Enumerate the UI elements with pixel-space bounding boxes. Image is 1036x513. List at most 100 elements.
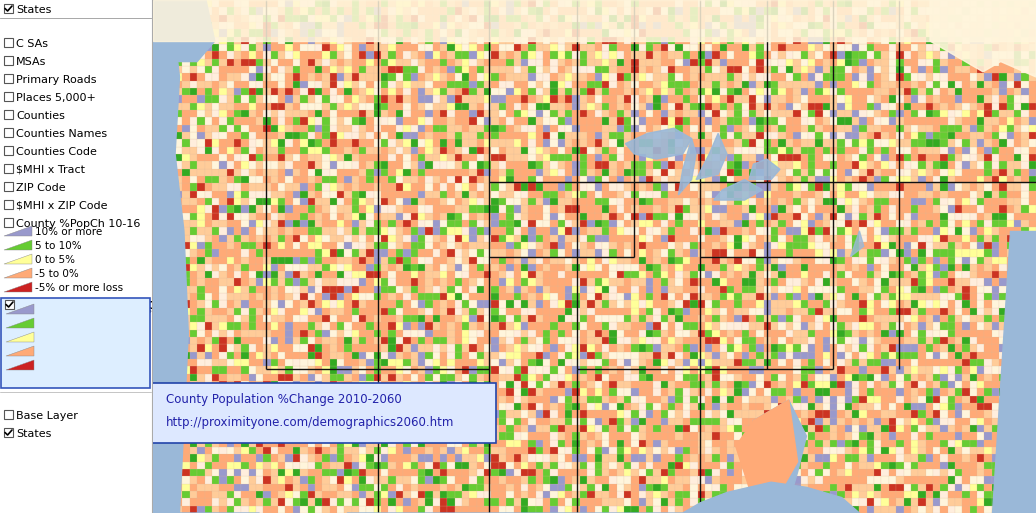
Bar xyxy=(837,220,844,227)
Bar xyxy=(697,323,704,330)
Bar xyxy=(852,132,860,139)
Bar xyxy=(616,388,624,396)
Bar xyxy=(727,147,735,154)
Bar xyxy=(735,396,742,403)
Bar xyxy=(550,432,557,440)
Bar xyxy=(1029,381,1036,388)
Bar xyxy=(381,242,388,249)
Bar xyxy=(587,374,595,381)
Bar xyxy=(801,58,808,66)
Bar xyxy=(344,286,351,293)
Bar xyxy=(638,183,646,190)
Bar xyxy=(204,15,212,22)
Bar xyxy=(204,271,212,279)
Bar xyxy=(507,498,514,506)
Bar xyxy=(661,359,668,366)
Bar xyxy=(837,344,844,352)
Bar xyxy=(860,234,867,242)
Bar xyxy=(704,132,712,139)
Bar xyxy=(550,410,557,418)
Bar xyxy=(786,249,794,256)
Bar xyxy=(557,147,565,154)
Bar xyxy=(889,220,896,227)
Bar xyxy=(381,139,388,147)
Bar xyxy=(329,249,337,256)
Bar xyxy=(918,29,925,36)
Bar xyxy=(351,0,359,7)
Bar xyxy=(263,88,270,95)
Bar xyxy=(212,58,220,66)
Bar xyxy=(970,117,977,125)
Bar xyxy=(712,315,720,323)
Bar xyxy=(704,205,712,212)
Bar xyxy=(359,432,367,440)
Bar xyxy=(212,198,220,205)
Bar xyxy=(764,44,771,51)
Bar xyxy=(587,484,595,491)
Bar xyxy=(911,117,918,125)
Bar xyxy=(249,410,256,418)
Bar xyxy=(903,161,911,169)
Bar xyxy=(565,0,573,7)
Bar xyxy=(874,81,882,88)
Bar xyxy=(351,359,359,366)
Bar xyxy=(778,198,786,205)
Bar xyxy=(955,410,962,418)
Bar xyxy=(844,403,852,410)
Bar xyxy=(720,432,727,440)
Bar xyxy=(609,66,616,73)
Bar xyxy=(351,15,359,22)
Bar xyxy=(624,103,631,110)
Bar xyxy=(308,293,315,301)
Bar xyxy=(889,484,896,491)
Bar xyxy=(1021,161,1029,169)
Bar xyxy=(764,491,771,498)
Bar xyxy=(823,242,830,249)
Bar xyxy=(300,220,308,227)
Bar xyxy=(823,234,830,242)
Bar xyxy=(241,418,249,425)
Bar xyxy=(175,205,182,212)
Bar xyxy=(595,22,602,29)
Bar xyxy=(646,477,654,484)
Bar xyxy=(668,95,675,103)
Bar xyxy=(197,425,204,432)
Bar xyxy=(161,190,168,198)
Bar xyxy=(661,315,668,323)
Bar xyxy=(536,396,543,403)
Bar xyxy=(801,176,808,183)
Bar xyxy=(190,234,197,242)
Bar xyxy=(609,81,616,88)
Bar xyxy=(882,36,889,44)
Bar xyxy=(727,447,735,455)
Bar xyxy=(911,301,918,308)
Bar xyxy=(984,132,991,139)
Bar xyxy=(278,117,286,125)
Bar xyxy=(499,381,507,388)
Bar xyxy=(815,183,823,190)
Bar xyxy=(197,264,204,271)
Bar xyxy=(462,249,469,256)
Bar xyxy=(786,381,794,388)
Bar xyxy=(263,477,270,484)
Bar xyxy=(756,36,764,44)
Bar xyxy=(587,469,595,477)
Bar xyxy=(587,132,595,139)
Bar xyxy=(499,352,507,359)
Bar xyxy=(573,440,580,447)
Polygon shape xyxy=(347,482,860,513)
Bar xyxy=(4,164,13,173)
Bar xyxy=(418,344,425,352)
Bar xyxy=(249,366,256,374)
Bar xyxy=(595,183,602,190)
Bar xyxy=(227,301,234,308)
Bar xyxy=(514,242,521,249)
Bar xyxy=(697,212,704,220)
Bar xyxy=(720,183,727,190)
Bar xyxy=(528,103,536,110)
Bar xyxy=(867,264,874,271)
Bar xyxy=(182,169,190,176)
Bar xyxy=(786,432,794,440)
Bar xyxy=(587,103,595,110)
Bar xyxy=(337,432,344,440)
